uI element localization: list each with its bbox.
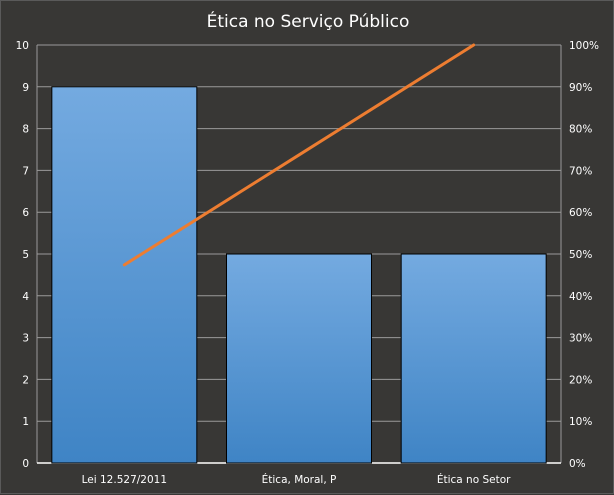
cumulative-line — [122, 43, 476, 267]
y-tick-label: 7 — [22, 165, 29, 177]
y2-tick-label: 70% — [569, 165, 592, 177]
y2-tick-label: 90% — [569, 82, 592, 94]
bar-2 — [400, 253, 547, 464]
y-tick-label: 1 — [22, 416, 29, 428]
y-tick-label: 9 — [22, 82, 29, 94]
y-tick-label: 8 — [22, 124, 29, 136]
y-tick-label: 10 — [16, 40, 29, 52]
y-tick-label: 6 — [22, 207, 29, 219]
bar-1 — [226, 253, 372, 464]
x-tick-label: Ética, Moral, P — [262, 473, 337, 486]
x-tick-label: Ética no Setor — [437, 473, 511, 486]
y2-tick-label: 40% — [569, 291, 592, 303]
y2-tick-label: 60% — [569, 207, 592, 219]
y-tick-label: 4 — [22, 291, 29, 303]
x-tick-label: Lei 12.527/2011 — [82, 474, 167, 486]
y2-tick-label: 30% — [569, 333, 592, 345]
y2-tick-label: 0% — [569, 458, 586, 470]
y2-tick-label: 10% — [569, 416, 592, 428]
y2-tick-label: 50% — [569, 249, 592, 261]
y-tick-label: 2 — [22, 374, 29, 386]
y2-tick-label: 20% — [569, 374, 592, 386]
y2-tick-label: 80% — [569, 124, 592, 136]
y-tick-label: 5 — [22, 249, 29, 261]
bar-0 — [51, 86, 198, 464]
y-tick-label: 0 — [22, 458, 29, 470]
y-tick-label: 3 — [22, 333, 29, 345]
chart-title: Ética no Serviço Público — [207, 10, 410, 32]
y2-tick-label: 100% — [569, 40, 599, 52]
